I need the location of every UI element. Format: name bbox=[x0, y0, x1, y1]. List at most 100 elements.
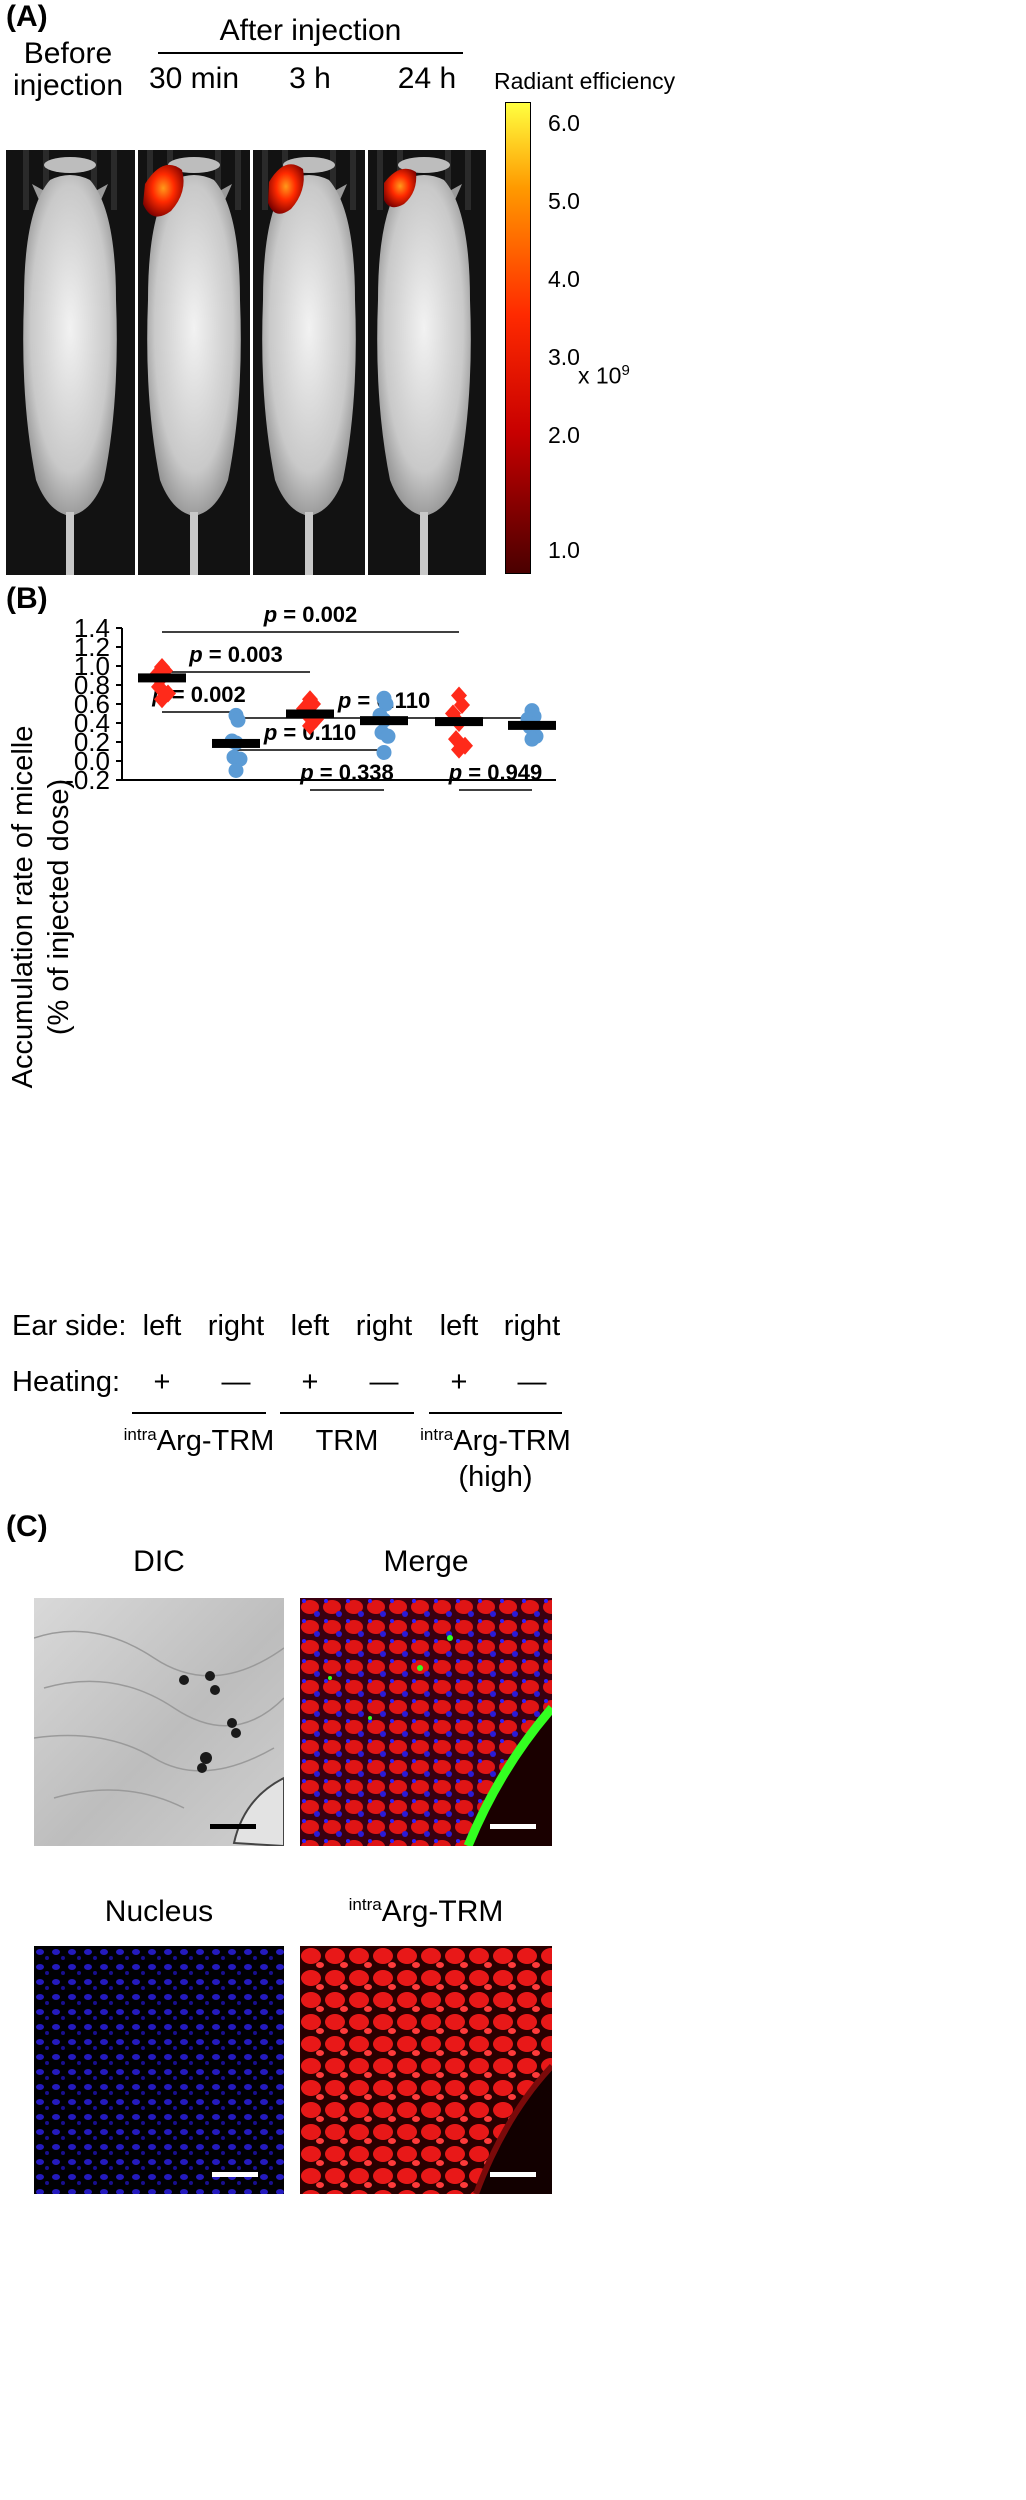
p-value: = 0.003 bbox=[203, 642, 283, 667]
group-label-line2: (high) bbox=[458, 1461, 532, 1493]
x-label-heating: — bbox=[518, 1366, 547, 1398]
scale-bar bbox=[490, 2172, 536, 2177]
data-point-diamond bbox=[454, 695, 470, 714]
x-label-ear: left bbox=[291, 1310, 330, 1342]
data-point-circle bbox=[380, 728, 396, 744]
data-point-circle bbox=[378, 696, 394, 712]
arg-trm-title: intraArg-TRM bbox=[300, 1895, 552, 1929]
p-value-label: p = 0.949 bbox=[448, 760, 543, 785]
y-tick-label: 0.8 bbox=[74, 670, 110, 700]
p-value-label: p = 0.110 bbox=[337, 688, 430, 713]
after-injection-label: After injection bbox=[219, 14, 402, 47]
data-point-circle bbox=[376, 744, 392, 760]
colorbar-ticks: 6.0 5.0 4.0 3.0 2.0 1.0 bbox=[548, 102, 608, 572]
merge-title: Merge bbox=[383, 1545, 469, 1578]
colorbar-tick: 6.0 bbox=[548, 110, 580, 136]
mouse-image-30min bbox=[138, 150, 250, 575]
mean-bar bbox=[435, 717, 483, 727]
mouse-image-before bbox=[6, 150, 135, 575]
data-point-diamond bbox=[451, 740, 467, 759]
mouse-image-24h bbox=[368, 150, 486, 575]
colorbar-tick: 4.0 bbox=[548, 266, 580, 292]
group-label: intraArg-TRM bbox=[124, 1425, 275, 1457]
data-point-diamond bbox=[302, 716, 318, 735]
arg-trm-title-main: Arg-TRM bbox=[381, 1895, 504, 1928]
mean-bar bbox=[286, 709, 334, 719]
colorbar-exponent: x 109 bbox=[578, 362, 630, 390]
y-tick-label: 0.6 bbox=[74, 689, 110, 719]
scale-bar bbox=[212, 2172, 258, 2177]
y-tick-label: 0.2 bbox=[74, 727, 110, 757]
p-value: = 0.338 bbox=[314, 760, 394, 785]
data-point-diamond bbox=[448, 730, 464, 749]
x-label-heating: — bbox=[370, 1366, 399, 1398]
time-label-24h: 24 h bbox=[397, 62, 457, 95]
p-symbol: p bbox=[337, 688, 351, 713]
group-label: TRM bbox=[316, 1425, 379, 1457]
y-axis-label-line2: (% of injected dose) bbox=[43, 779, 75, 1035]
group-label-sup: intra bbox=[124, 1425, 158, 1444]
p-value-label: p = 0.003 bbox=[188, 642, 283, 667]
colorbar-exponent-power: 9 bbox=[621, 362, 630, 379]
y-tick-label: 0.4 bbox=[74, 708, 110, 738]
dic-title: DIC bbox=[133, 1545, 185, 1578]
p-value-label: p = 0.338 bbox=[299, 760, 394, 785]
x-label-heating: + bbox=[154, 1366, 171, 1398]
x-label-ear: right bbox=[208, 1310, 264, 1342]
data-point-circle bbox=[524, 731, 540, 747]
group-label-main: Arg-TRM bbox=[453, 1425, 571, 1457]
y-tick-label: 0.0 bbox=[74, 746, 110, 776]
p-symbol: p bbox=[448, 760, 462, 785]
arg-trm-image bbox=[300, 1946, 552, 2194]
colorbar-exponent-base: x 10 bbox=[578, 362, 622, 389]
before-injection-label: Before injection bbox=[0, 38, 136, 102]
x-label-ear: left bbox=[440, 1310, 479, 1342]
x-label-heating: + bbox=[302, 1366, 319, 1398]
nucleus-image bbox=[34, 1946, 284, 2194]
data-point-diamond bbox=[451, 686, 467, 705]
mean-bar bbox=[508, 720, 556, 730]
y-axis-label-line1: Accumulation rate of micelle bbox=[7, 726, 39, 1089]
mean-bar bbox=[212, 738, 260, 748]
group-label-sup: intra bbox=[420, 1425, 454, 1444]
before-label-line2: injection bbox=[12, 69, 124, 102]
p-value: = 0.949 bbox=[462, 760, 542, 785]
arg-trm-title-sup: intra bbox=[348, 1895, 382, 1914]
y-tick-label: 1.0 bbox=[74, 651, 110, 681]
scale-bar bbox=[210, 1824, 256, 1829]
p-symbol: p bbox=[263, 602, 277, 627]
time-label-30min: 30 min bbox=[148, 62, 240, 95]
data-point-diamond bbox=[154, 690, 170, 709]
y-tick-label: 1.4 bbox=[74, 613, 110, 643]
nucleus-title: Nucleus bbox=[104, 1895, 214, 1928]
colorbar-title: Radiant efficiency bbox=[494, 68, 676, 94]
before-label-line1: Before bbox=[23, 37, 113, 70]
mean-bar bbox=[138, 673, 186, 683]
p-value-label: p = 0.110 bbox=[263, 720, 356, 745]
mouse-image-3h bbox=[253, 150, 365, 575]
colorbar-tick: 2.0 bbox=[548, 422, 580, 448]
p-value: = 0.002 bbox=[166, 682, 246, 707]
panel-a-label: (A) bbox=[6, 0, 48, 33]
colorbar-tick: 5.0 bbox=[548, 188, 580, 214]
time-label-3h: 3 h bbox=[289, 62, 331, 95]
after-injection-bracket bbox=[158, 52, 463, 54]
group-label: intraArg-TRM bbox=[420, 1425, 571, 1457]
merge-image bbox=[300, 1598, 552, 1846]
y-tick-label: -0.2 bbox=[65, 765, 110, 795]
x-label-ear: left bbox=[143, 1310, 182, 1342]
data-point-diamond bbox=[151, 677, 167, 696]
mean-bar bbox=[360, 716, 408, 726]
dic-image bbox=[34, 1598, 284, 1846]
group-label-main: Arg-TRM bbox=[157, 1425, 275, 1457]
x-label-ear: right bbox=[356, 1310, 412, 1342]
colorbar bbox=[505, 102, 531, 574]
x-label-ear: right bbox=[504, 1310, 560, 1342]
row-label-heating: Heating: bbox=[12, 1366, 120, 1398]
row-label-ear: Ear side: bbox=[12, 1310, 126, 1342]
p-value: = 0.002 bbox=[277, 602, 357, 627]
data-point-circle bbox=[232, 751, 248, 767]
p-value-label: p = 0.002 bbox=[263, 602, 358, 627]
x-label-heating: — bbox=[222, 1366, 251, 1398]
y-tick-label: 1.2 bbox=[74, 632, 110, 662]
